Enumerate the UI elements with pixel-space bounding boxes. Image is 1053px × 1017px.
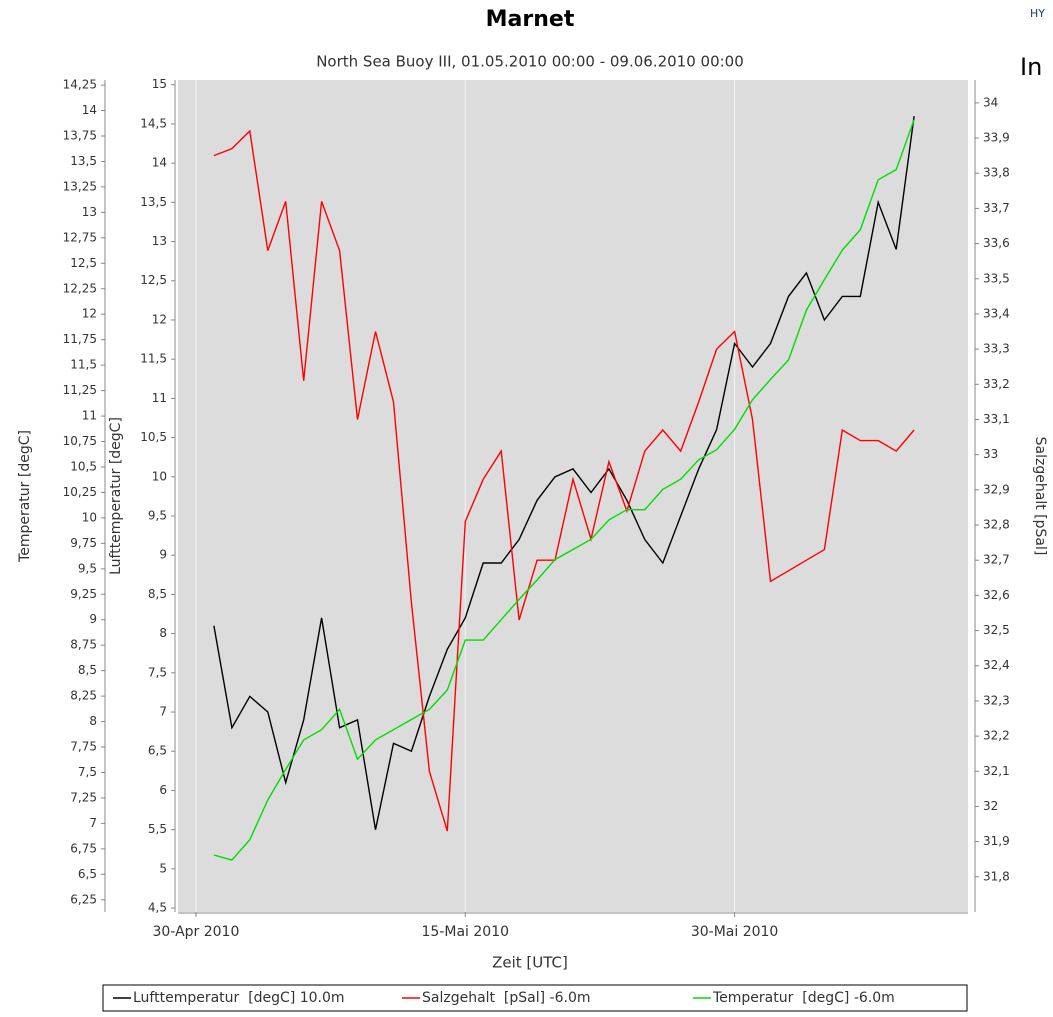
y-tick-label: 10,5 [140,430,167,444]
y-tick-label: 33,1 [983,412,1010,426]
y-tick-label: 5 [159,861,167,875]
x-tick-label: 30-Mai 2010 [691,924,779,940]
y-tick-label: 31,9 [983,834,1010,848]
y-tick-label: 33,6 [983,236,1010,250]
y3-axis-label: Temperatur [degC] [17,430,33,563]
x-tick-label: 30-Apr 2010 [153,924,240,940]
series-line [213,129,915,832]
y-tick-label: 13 [152,234,167,248]
legend-label: Lufttemperatur [degC] 10.0m [133,990,345,1006]
y-tick-label: 13,5 [70,154,97,168]
logo-text: HY [1030,7,1045,20]
y-tick-label: 6,75 [70,841,97,855]
y-tick-label: 4,5 [148,901,167,915]
legend-label: Temperatur [degC] -6.0m [712,990,895,1006]
y-tick-label: 7,25 [70,790,97,804]
y-tick-label: 11,5 [140,352,167,366]
y-tick-label: 14,5 [140,116,167,130]
y-tick-label: 32,8 [983,518,1010,532]
y-tick-label: 34 [983,95,998,109]
y-tick-label: 32,3 [983,693,1010,707]
y-tick-label: 33,3 [983,342,1010,356]
y-tick-label: 33,4 [983,306,1010,320]
y-tick-label: 9,5 [78,561,97,575]
chart-subtitle: North Sea Buoy III, 01.05.2010 00:00 - 0… [316,53,744,71]
y2-axis-label: Salzgehalt [pSal] [1032,437,1048,556]
y-tick-label: 33,9 [983,131,1010,145]
y-tick-label: 13,75 [63,129,97,143]
y-tick-label: 8,5 [78,663,97,677]
y-tick-label: 6 [159,783,167,797]
y-tick-label: 7,5 [148,665,167,679]
y-tick-label: 14 [82,103,97,117]
y-tick-label: 32 [983,799,998,813]
series-line [213,116,915,830]
y-tick-label: 12,5 [140,273,167,287]
y-tick-label: 10,75 [63,434,97,448]
y-tick-label: 8 [89,714,97,728]
y-tick-label: 32,7 [983,553,1010,567]
y-tick-label: 10,5 [70,459,97,473]
y-tick-label: 11,5 [70,358,97,372]
y-tick-label: 7 [159,705,167,719]
y-tick-label: 33 [983,447,998,461]
y-tick-label: 12 [82,307,97,321]
series-line [213,119,915,861]
y-tick-label: 8 [159,626,167,640]
legend-label: Salzgehalt [pSal] -6.0m [422,990,591,1006]
y-tick-label: 32,1 [983,764,1010,778]
y-tick-label: 31,8 [983,869,1010,883]
y-tick-label: 32,9 [983,482,1010,496]
y-tick-label: 9 [159,548,167,562]
y-tick-label: 8,25 [70,689,97,703]
y-tick-label: 15 [152,77,167,91]
y-tick-label: 10 [82,510,97,524]
y-tick-label: 8,5 [148,587,167,601]
y-tick-label: 14 [152,156,167,170]
y-tick-label: 13 [82,205,97,219]
y-tick-label: 33,2 [983,377,1010,391]
y-tick-label: 7,5 [78,765,97,779]
y-tick-label: 12,25 [63,281,97,295]
y-tick-label: 33,5 [983,271,1010,285]
y-tick-label: 11,75 [63,332,97,346]
legend-box [102,984,968,1012]
y-tick-label: 10,25 [63,485,97,499]
y-tick-label: 11 [82,409,97,423]
y-tick-label: 6,25 [70,892,97,906]
y-tick-label: 32,6 [983,588,1010,602]
y-tick-label: 9,25 [70,587,97,601]
y-tick-label: 9 [89,612,97,626]
y-tick-label: 9,75 [70,536,97,550]
plot-area [178,80,968,912]
y-tick-label: 11 [152,391,167,405]
y-tick-label: 13,5 [140,195,167,209]
y-tick-label: 6,5 [148,744,167,758]
y-tick-label: 12 [152,312,167,326]
y-tick-label: 11,25 [63,383,97,397]
y-tick-label: 33,7 [983,201,1010,215]
y-tick-label: 32,4 [983,658,1010,672]
y-tick-label: 7,75 [70,740,97,754]
y-tick-label: 12,75 [63,230,97,244]
x-axis-label: Zeit [UTC] [492,954,568,972]
y-tick-label: 12,5 [70,256,97,270]
x-tick-label: 15-Mai 2010 [422,924,510,940]
y-axis-label: Lufttemperatur [degC] [108,417,124,575]
legend: Lufttemperatur [degC] 10.0m Salzgehalt [p… [102,984,968,1012]
y-tick-label: 6,5 [78,867,97,881]
y-tick-label: 14,25 [63,78,97,92]
y-tick-label: 10 [152,469,167,483]
y-tick-label: 7 [89,816,97,830]
y-tick-label: 9,5 [148,508,167,522]
y-tick-label: 32,5 [983,623,1010,637]
y-tick-label: 8,75 [70,638,97,652]
logo-text: In [1020,53,1042,81]
y-tick-label: 5,5 [148,822,167,836]
y-tick-label: 33,8 [983,166,1010,180]
y-tick-label: 32,2 [983,729,1010,743]
y-tick-label: 13,25 [63,179,97,193]
chart-title: Marnet [486,7,575,32]
